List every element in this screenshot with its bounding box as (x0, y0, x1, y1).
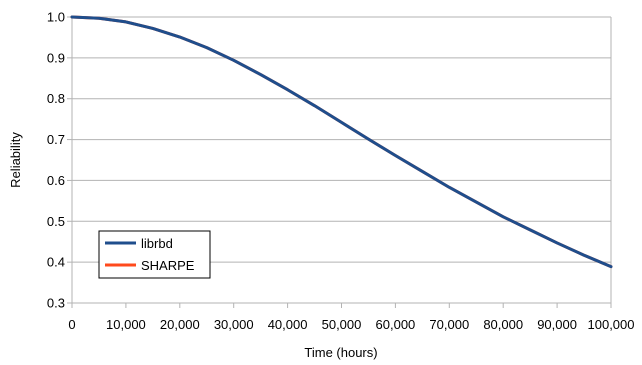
y-tick-label: 0.8 (47, 91, 65, 106)
x-tick-label: 70,000 (429, 317, 469, 332)
x-tick-label: 30,000 (214, 317, 254, 332)
y-tick-label: 0.4 (47, 255, 65, 270)
series-line-librbd (70, 15, 613, 269)
x-tick-label: 10,000 (106, 317, 146, 332)
x-tick-labels: 0 10,000 20,000 30,000 40,000 50,000 60,000 70,… (68, 317, 634, 332)
series-lines (70, 15, 613, 269)
x-tick-label: 100,000 (588, 317, 635, 332)
y-tick-label: 0.3 (47, 296, 65, 311)
legend-label-librbd: librbd (141, 236, 173, 251)
y-axis-label: Reliability (8, 132, 23, 188)
legend: librbd SHARPE (98, 230, 211, 279)
y-tick-label: 0.5 (47, 214, 65, 229)
x-tick-label: 60,000 (376, 317, 416, 332)
x-tick-label: 0 (68, 317, 75, 332)
legend-label-sharpe: SHARPE (141, 258, 195, 273)
x-tick-label: 40,000 (268, 317, 308, 332)
legend-box (98, 230, 211, 279)
y-tick-label: 0.9 (47, 50, 65, 65)
x-tick-label: 20,000 (160, 317, 200, 332)
x-tick-label: 80,000 (483, 317, 523, 332)
y-tick-label: 1.0 (47, 10, 65, 25)
axes (67, 16, 612, 308)
y-tick-label: 0.6 (47, 173, 65, 188)
x-tick-label: 50,000 (322, 317, 362, 332)
y-tick-label: 0.7 (47, 132, 65, 147)
y-tick-labels: 0.3 0.4 0.5 0.6 0.7 0.8 0.9 1.0 (47, 10, 65, 311)
x-tick-label: 90,000 (537, 317, 577, 332)
x-axis-label: Time (hours) (304, 345, 377, 360)
